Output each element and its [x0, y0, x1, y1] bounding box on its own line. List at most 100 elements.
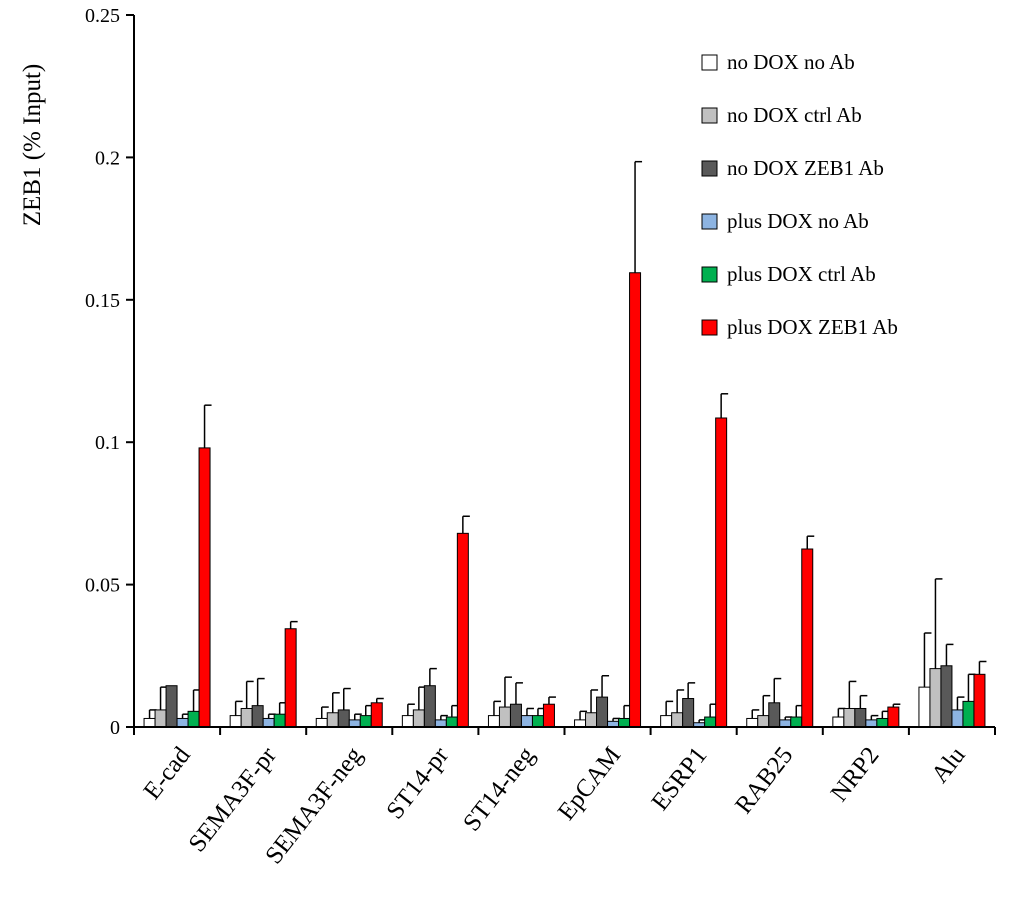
bar: [229, 715, 242, 728]
bar-group-st14-pr: [401, 515, 470, 728]
bar: [574, 719, 587, 728]
x-tick-label: NRP2: [826, 742, 885, 807]
legend-item: no DOX no Ab: [701, 50, 855, 74]
bar: [746, 717, 759, 728]
x-tick-label: ST14-neg: [458, 742, 540, 837]
legend-label: no DOX no Ab: [727, 50, 855, 74]
bar: [273, 713, 286, 728]
bar-group-sema3f-pr: [229, 620, 298, 728]
legend-swatch: [701, 213, 718, 230]
bar: [456, 532, 469, 728]
y-tick-label: 0.05: [85, 575, 120, 597]
bar: [498, 706, 511, 728]
legend-swatch: [701, 107, 718, 124]
legend-label: plus DOX ZEB1 Ab: [727, 315, 898, 339]
bar: [757, 715, 770, 728]
bar: [671, 712, 684, 728]
bar: [509, 703, 522, 728]
bar: [370, 702, 383, 728]
bar: [843, 707, 856, 728]
bar-group-esrp1: [660, 393, 729, 728]
bar: [779, 719, 792, 728]
y-tick-label: 0: [110, 717, 120, 739]
bar: [704, 716, 717, 728]
bar: [973, 673, 986, 728]
bar: [154, 709, 167, 728]
x-tick-label: E-cad: [139, 742, 196, 805]
legend-item: no DOX ctrl Ab: [701, 103, 862, 127]
bar: [198, 447, 211, 728]
bar: [790, 716, 803, 728]
bar: [918, 686, 931, 728]
bar: [315, 717, 328, 728]
bar-group-st14-neg: [487, 676, 556, 728]
bar: [251, 705, 264, 728]
legend-item: plus DOX ZEB1 Ab: [701, 315, 898, 339]
y-tick-label: 0.1: [95, 432, 120, 454]
legend-swatch: [701, 319, 718, 336]
legend-swatch: [701, 266, 718, 283]
bar: [412, 709, 425, 728]
legend-swatch: [701, 160, 718, 177]
bar-group-rab25: [746, 535, 815, 728]
bars: [143, 160, 987, 728]
bar: [876, 717, 889, 728]
bar: [165, 685, 178, 728]
legend-swatch: [701, 54, 718, 71]
x-tick-label: EpCAM: [553, 742, 626, 825]
legend-item: plus DOX no Ab: [701, 209, 869, 233]
bar: [401, 715, 414, 728]
bar: [962, 700, 975, 728]
x-tick-label: Alu: [926, 742, 971, 789]
bar-group-e-cad: [143, 404, 212, 728]
bar: [531, 715, 544, 728]
bar: [187, 710, 200, 728]
legend-item: no DOX ZEB1 Ab: [701, 156, 884, 180]
bar: [940, 665, 953, 728]
bar-group-epcam: [574, 160, 643, 728]
bar: [801, 548, 814, 728]
bar: [715, 417, 728, 728]
legend-label: plus DOX ctrl Ab: [727, 262, 876, 286]
bar: [951, 709, 964, 728]
legend-item: plus DOX ctrl Ab: [701, 262, 876, 286]
bar: [434, 719, 447, 728]
bar: [682, 698, 695, 728]
bar: [929, 668, 942, 728]
bar: [542, 703, 555, 728]
x-tick-label: RAB25: [730, 742, 798, 819]
bar: [520, 715, 533, 728]
bar: [596, 696, 609, 728]
bar: [348, 719, 361, 728]
legend-label: plus DOX no Ab: [727, 209, 869, 233]
bar: [660, 715, 673, 728]
x-tick-label: SEMA3F-pr: [184, 742, 283, 858]
bar: [240, 707, 253, 728]
bar: [337, 709, 350, 728]
bar: [284, 628, 297, 728]
bar: [887, 706, 900, 728]
bar: [768, 702, 781, 728]
bar: [423, 685, 436, 728]
bar: [487, 715, 500, 728]
y-axis: 0 0.05 0.1 0.15 0.2 0.25: [85, 5, 135, 739]
bar-group-nrp2: [832, 680, 901, 728]
bar: [359, 715, 372, 728]
bar: [629, 272, 642, 728]
bar: [326, 712, 339, 728]
legend-label: no DOX ctrl Ab: [727, 103, 862, 127]
bar: [854, 707, 867, 728]
bar: [865, 719, 878, 728]
bar: [832, 716, 845, 728]
y-tick-label: 0.25: [85, 5, 120, 27]
y-tick-label: 0.15: [85, 290, 120, 312]
bar-group-alu: [918, 578, 987, 728]
bar: [445, 716, 458, 728]
bar: [262, 717, 275, 728]
bar: [618, 717, 631, 728]
legend-label: no DOX ZEB1 Ab: [727, 156, 884, 180]
legend: no DOX no Ab no DOX ctrl Ab no DOX ZEB1 Ab…: [701, 50, 898, 339]
x-tick-label: ST14-pr: [381, 742, 454, 825]
